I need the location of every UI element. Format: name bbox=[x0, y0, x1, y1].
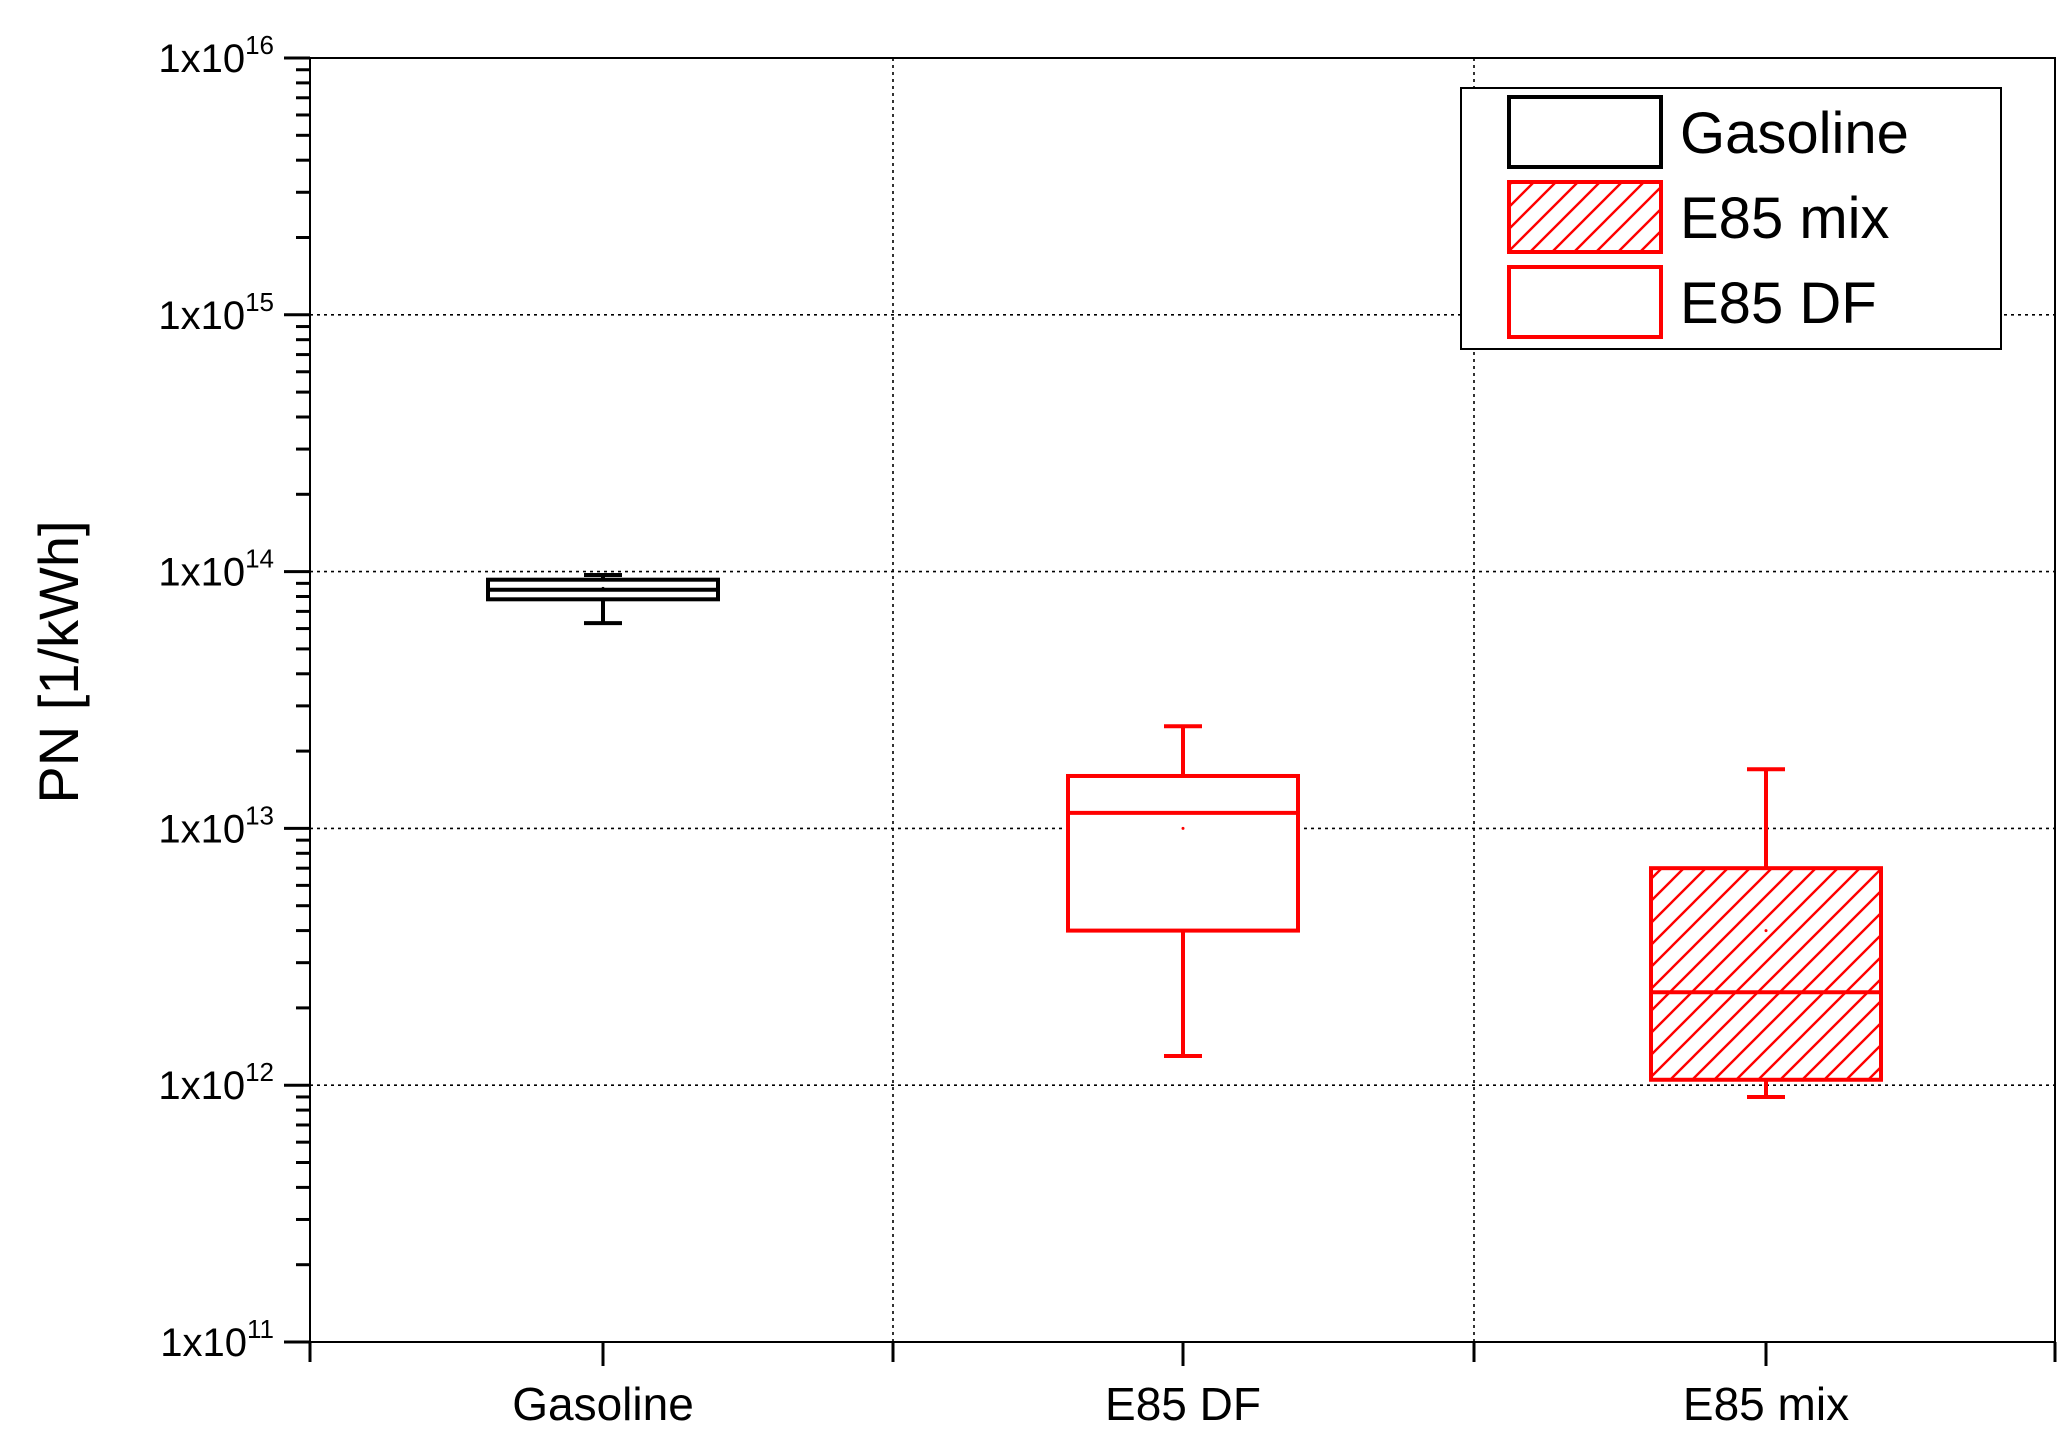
legend-swatch bbox=[1507, 95, 1663, 169]
y-tick-label: 1x1015 bbox=[158, 287, 274, 338]
x-tick-label: Gasoline bbox=[512, 1378, 694, 1430]
y-axis-title: PN [1/kWh] bbox=[27, 520, 90, 803]
boxes bbox=[486, 572, 1883, 1099]
iqr-box bbox=[1066, 773, 1300, 933]
mean-marker bbox=[601, 586, 605, 590]
box-e85-mix bbox=[1649, 767, 1883, 1099]
legend-label: Gasoline bbox=[1680, 101, 1909, 166]
legend-swatch bbox=[1507, 265, 1663, 339]
legend-label: E85 mix bbox=[1680, 186, 1890, 251]
y-tick-label: 1x1012 bbox=[158, 1057, 274, 1108]
y-tick-label: 1x1011 bbox=[160, 1314, 274, 1365]
legend: Gasoline E85 mix E85 DF bbox=[1460, 87, 2002, 350]
legend-label: E85 DF bbox=[1680, 271, 1877, 336]
y-tick-label: 1x1016 bbox=[158, 30, 274, 81]
x-tick-label: E85 DF bbox=[1105, 1378, 1261, 1430]
y-axis-ticks: 1x1011 1x1012 1x1013 1x1014 1x1015 1x1016 bbox=[158, 30, 310, 1365]
mean-marker bbox=[1764, 929, 1768, 933]
y-tick-label: 1x1014 bbox=[158, 544, 274, 595]
box-e85-df bbox=[1066, 724, 1300, 1058]
legend-swatch bbox=[1507, 180, 1663, 254]
x-axis-ticks: Gasoline E85 DF E85 mix bbox=[308, 1342, 2057, 1430]
x-tick-label: E85 mix bbox=[1683, 1378, 1849, 1430]
mean-marker bbox=[1181, 826, 1185, 830]
box-gasoline bbox=[486, 572, 720, 626]
iqr-box bbox=[1649, 866, 1883, 1082]
y-tick-label: 1x1013 bbox=[158, 800, 274, 851]
